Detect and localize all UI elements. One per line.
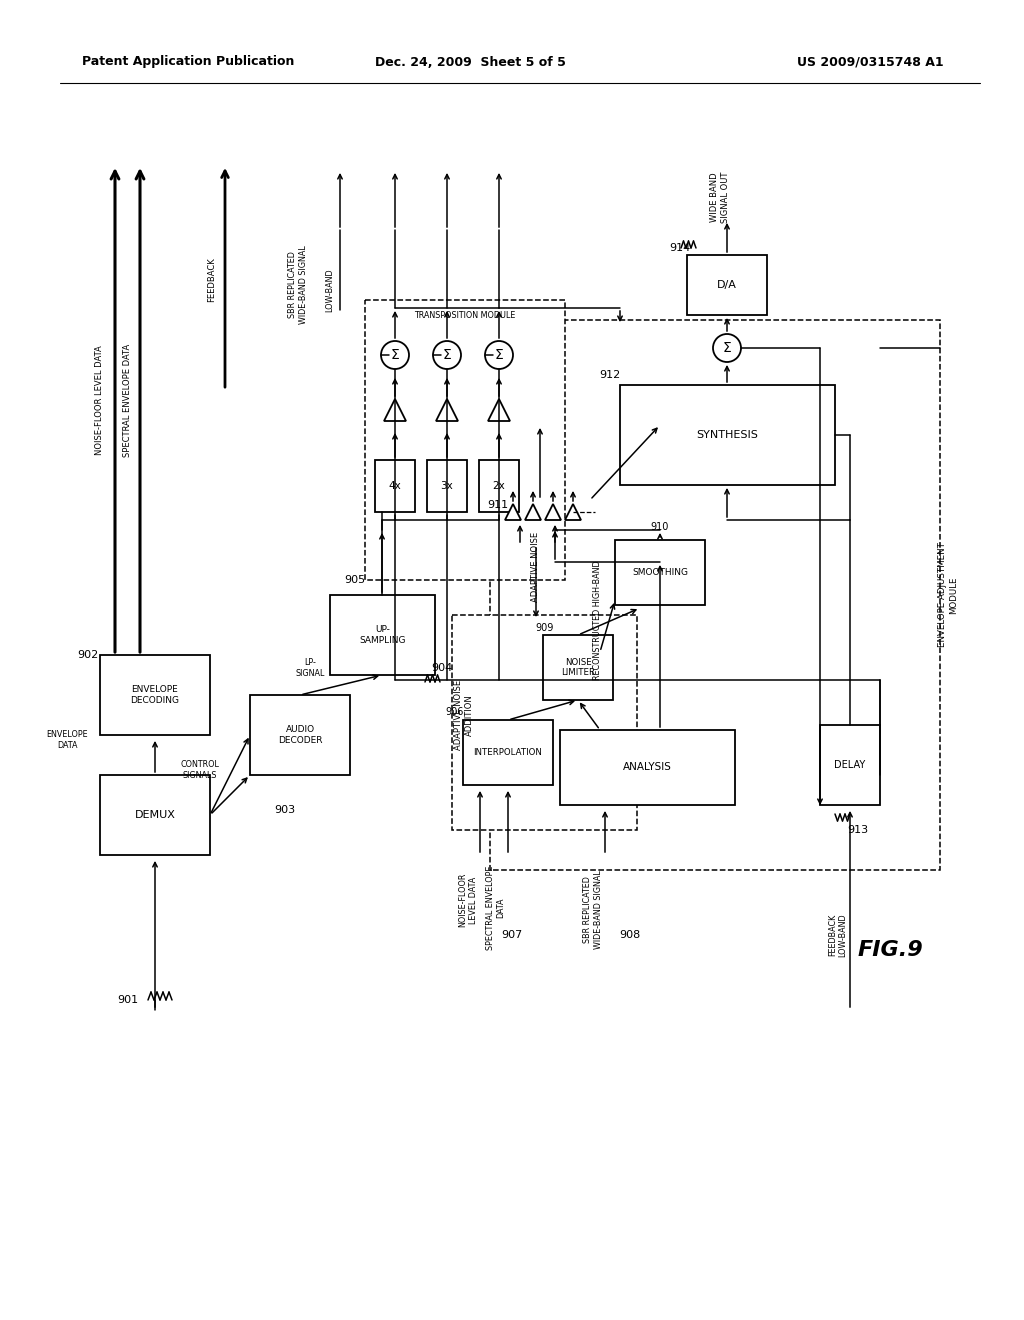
Text: 907: 907 [502, 931, 522, 940]
Bar [452, 615, 637, 830]
Text: 912: 912 [599, 370, 621, 380]
Text: ENVELOPE ADJUSTMENT
MODULE: ENVELOPE ADJUSTMENT MODULE [938, 543, 957, 647]
Bar [375, 459, 415, 512]
Text: ADAPTIVE NOISE: ADAPTIVE NOISE [531, 532, 541, 602]
Text: Σ: Σ [442, 348, 452, 362]
Text: 2x: 2x [493, 480, 506, 491]
Text: SPECTRAL ENVELOPE DATA: SPECTRAL ENVELOPE DATA [123, 343, 131, 457]
Bar [365, 300, 565, 579]
Bar [479, 459, 519, 512]
Text: 901: 901 [118, 995, 138, 1005]
Bar [490, 319, 940, 870]
Text: US 2009/0315748 A1: US 2009/0315748 A1 [797, 55, 943, 69]
Polygon shape [565, 504, 581, 520]
Text: 4x: 4x [389, 480, 401, 491]
Bar [100, 655, 210, 735]
Text: 911: 911 [487, 500, 509, 510]
Text: LOW-BAND: LOW-BAND [326, 268, 335, 312]
Text: ADAPTIVE NOISE
ADDITION: ADAPTIVE NOISE ADDITION [455, 680, 474, 750]
Polygon shape [525, 504, 541, 520]
Text: FIG.9: FIG.9 [857, 940, 923, 960]
Bar [560, 730, 735, 805]
Text: NOISE
LIMITER: NOISE LIMITER [561, 657, 595, 677]
Polygon shape [545, 504, 561, 520]
Text: ENVELOPE
DATA: ENVELOPE DATA [46, 730, 88, 750]
Text: SBR REPLICATED
WIDE-BAND SIGNAL: SBR REPLICATED WIDE-BAND SIGNAL [289, 246, 307, 325]
Text: SBR REPLICATED
WIDE-BAND SIGNAL: SBR REPLICATED WIDE-BAND SIGNAL [584, 871, 603, 949]
Text: D/A: D/A [717, 280, 737, 290]
Bar [543, 635, 613, 700]
Polygon shape [384, 399, 406, 421]
Text: 906: 906 [445, 708, 464, 717]
Text: AUDIO
DECODER: AUDIO DECODER [278, 725, 323, 744]
Text: 910: 910 [651, 521, 670, 532]
Text: Dec. 24, 2009  Sheet 5 of 5: Dec. 24, 2009 Sheet 5 of 5 [375, 55, 565, 69]
Text: NOISE-FLOOR
LEVEL DATA: NOISE-FLOOR LEVEL DATA [459, 873, 478, 927]
Bar [330, 595, 435, 675]
Polygon shape [488, 399, 510, 421]
Text: CONTROL
SIGNALS: CONTROL SIGNALS [180, 760, 219, 780]
Text: Σ: Σ [723, 341, 731, 355]
Text: 902: 902 [78, 649, 98, 660]
Text: 904: 904 [431, 663, 453, 673]
Text: TRANSPOSITION MODULE: TRANSPOSITION MODULE [415, 310, 516, 319]
Text: UP-
SAMPLING: UP- SAMPLING [359, 626, 406, 645]
Bar [820, 725, 880, 805]
Text: 914: 914 [670, 243, 690, 253]
Text: Σ: Σ [495, 348, 504, 362]
Bar [427, 459, 467, 512]
Bar [620, 385, 835, 484]
Text: SMOOTHING: SMOOTHING [632, 568, 688, 577]
Text: 3x: 3x [440, 480, 454, 491]
Text: 909: 909 [536, 623, 554, 634]
Text: DELAY: DELAY [835, 760, 865, 770]
Bar [687, 255, 767, 315]
Text: NOISE-FLOOR LEVEL DATA: NOISE-FLOOR LEVEL DATA [95, 345, 104, 455]
Polygon shape [505, 504, 521, 520]
Text: INTERPOLATION: INTERPOLATION [473, 748, 543, 756]
Text: ANALYSIS: ANALYSIS [623, 763, 672, 772]
Text: LP-
SIGNAL: LP- SIGNAL [295, 659, 325, 677]
Bar [100, 775, 210, 855]
Text: 908: 908 [620, 931, 641, 940]
Bar [250, 696, 350, 775]
Text: SPECTRAL ENVELOPE
DATA: SPECTRAL ENVELOPE DATA [486, 866, 506, 950]
Text: ENVELOPE
DECODING: ENVELOPE DECODING [130, 685, 179, 705]
Text: FEEDBACK: FEEDBACK [208, 257, 216, 302]
Text: WIDE BAND
SIGNAL OUT: WIDE BAND SIGNAL OUT [711, 172, 730, 223]
Polygon shape [436, 399, 458, 421]
Text: SYNTHESIS: SYNTHESIS [696, 430, 759, 440]
Bar [463, 719, 553, 785]
Text: Σ: Σ [390, 348, 399, 362]
Text: DEMUX: DEMUX [134, 810, 175, 820]
Text: Patent Application Publication: Patent Application Publication [82, 55, 294, 69]
Text: 913: 913 [848, 825, 868, 836]
Text: 905: 905 [344, 576, 366, 585]
Bar [615, 540, 705, 605]
Text: FEEDBACK
LOW-BAND: FEEDBACK LOW-BAND [828, 913, 848, 957]
Text: 903: 903 [274, 805, 296, 814]
Text: RECONSTRUCTED HIGH-BAND: RECONSTRUCTED HIGH-BAND [594, 560, 602, 680]
